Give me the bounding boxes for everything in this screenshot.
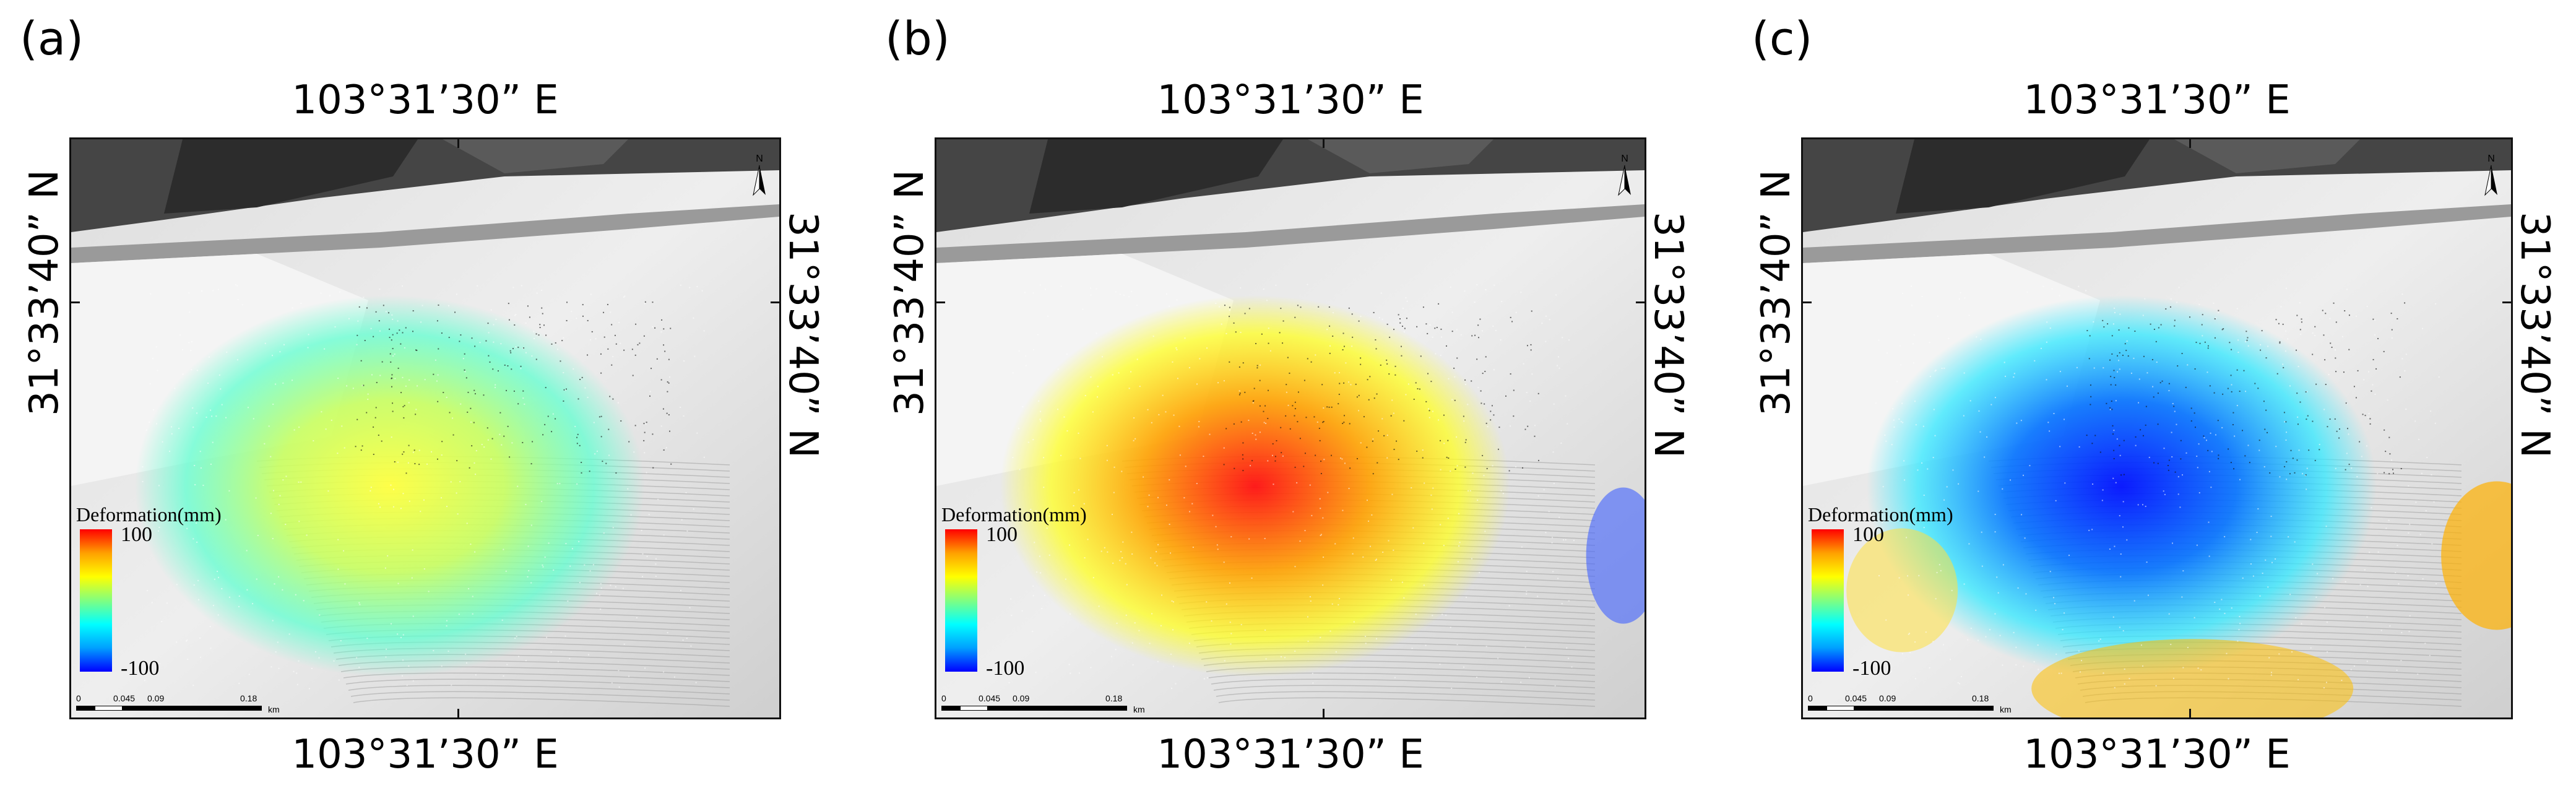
scale-label: 0.18 <box>1972 693 1989 703</box>
longitude-tick <box>2189 139 2191 148</box>
scale-label: km <box>268 704 280 714</box>
north-arrow-icon: N <box>2479 152 2504 201</box>
hillshade-basemap <box>936 139 1645 717</box>
latitude-tick <box>71 301 80 303</box>
latitude-label-right: 31°33’40” N <box>780 212 826 459</box>
latitude-tick <box>1803 301 1812 303</box>
deformation-zone <box>134 295 645 677</box>
scale-segment <box>1882 706 1938 711</box>
hillshade-basemap <box>71 139 779 717</box>
legend-color-ramp <box>945 529 977 672</box>
scale-label: 0.045 <box>113 693 136 703</box>
scale-segment <box>95 706 123 711</box>
deformation-zone <box>1000 295 1510 677</box>
map-frame: N Deformation(mm) 100 -100 0 0.045 0.09 0.18 km <box>69 137 781 719</box>
deformation-zone <box>1866 295 2377 677</box>
scale-segment <box>960 706 988 711</box>
latitude-tick <box>2502 301 2511 303</box>
latitude-tick <box>936 301 945 303</box>
panel-letter: (b) <box>885 12 950 66</box>
panel-letter: (c) <box>1752 12 1813 66</box>
scale-label: 0.09 <box>1879 693 1896 703</box>
scale-label: 0 <box>941 693 946 703</box>
north-arrow-icon: N <box>1612 152 1637 201</box>
north-label: N <box>756 154 763 164</box>
latitude-label-right: 31°33’40” N <box>2512 212 2557 459</box>
scale-label: 0.09 <box>1013 693 1030 703</box>
longitude-label-bottom: 103°31’30” E <box>292 732 559 778</box>
scale-segment <box>1826 706 1854 711</box>
longitude-label-bottom: 103°31’30” E <box>2023 732 2291 778</box>
legend-min-label: -100 <box>1852 657 1891 680</box>
scale-segment <box>76 706 95 711</box>
latitude-label-left: 31°33’40” N <box>1753 169 1799 416</box>
longitude-tick <box>457 709 459 717</box>
panel-c: (c) 103°31’30” E 103°31’30” E 31°33’40” N 31… <box>1752 0 2576 793</box>
scale-bar: 0 0.045 0.09 0.18 km <box>1808 693 2012 717</box>
scale-segment <box>206 706 262 711</box>
longitude-label-bottom: 103°31’30” E <box>1157 732 1424 778</box>
panel-letter: (a) <box>20 12 84 66</box>
longitude-tick <box>1323 709 1325 717</box>
scale-label: 0.045 <box>979 693 1001 703</box>
legend-max-label: 100 <box>121 523 152 546</box>
map-frame: N Deformation(mm) 100 -100 0 0.045 0.09 0.18 km <box>1801 137 2513 719</box>
scale-label: km <box>2000 704 2012 714</box>
deformation-legend: Deformation(mm) 100 -100 <box>941 503 1139 680</box>
legend-color-ramp <box>1812 529 1844 672</box>
scale-label: 0.18 <box>1105 693 1123 703</box>
longitude-tick <box>1323 139 1325 148</box>
latitude-label-right: 31°33’40” N <box>1645 212 1691 459</box>
north-label: N <box>1621 154 1628 164</box>
scale-segment <box>1938 706 1994 711</box>
longitude-label-top: 103°31’30” E <box>292 77 559 123</box>
scale-segment <box>150 706 206 711</box>
deformation-legend: Deformation(mm) 100 -100 <box>1808 503 2006 680</box>
scale-segment <box>988 706 1016 711</box>
legend-min-label: -100 <box>121 657 160 680</box>
latitude-tick <box>771 301 779 303</box>
map-frame: N Deformation(mm) 100 -100 0 0.045 0.09 0.18 km <box>935 137 1646 719</box>
scale-label: 0 <box>76 693 81 703</box>
scale-segment <box>1854 706 1882 711</box>
scale-label: 0.18 <box>240 693 257 703</box>
scale-bar: 0 0.045 0.09 0.18 km <box>76 693 280 717</box>
legend-title: Deformation(mm) <box>941 503 1087 526</box>
panel-b: (b) 103°31’30” E 103°31’30” E 31°33’40” N 31… <box>885 0 1789 793</box>
north-label: N <box>2487 154 2495 164</box>
legend-title: Deformation(mm) <box>1808 503 1953 526</box>
scale-label: km <box>1133 704 1145 714</box>
scale-segment <box>1071 706 1127 711</box>
scale-bar: 0 0.045 0.09 0.18 km <box>941 693 1146 717</box>
latitude-label-left: 31°33’40” N <box>887 169 933 416</box>
latitude-tick <box>1636 301 1645 303</box>
legend-title: Deformation(mm) <box>76 503 222 526</box>
longitude-label-top: 103°31’30” E <box>1157 77 1424 123</box>
deformation-legend: Deformation(mm) 100 -100 <box>76 503 274 680</box>
longitude-tick <box>2189 709 2191 717</box>
longitude-tick <box>457 139 459 148</box>
longitude-label-top: 103°31’30” E <box>2023 77 2291 123</box>
scale-segment <box>941 706 960 711</box>
hillshade-basemap <box>1803 139 2511 717</box>
legend-color-ramp <box>80 529 112 672</box>
scale-segment <box>1808 706 1826 711</box>
scale-label: 0 <box>1808 693 1813 703</box>
scale-label: 0.09 <box>147 693 165 703</box>
north-arrow-icon: N <box>747 152 772 201</box>
latitude-label-left: 31°33’40” N <box>22 169 67 416</box>
legend-min-label: -100 <box>986 657 1025 680</box>
scale-segment <box>1016 706 1071 711</box>
scale-segment <box>123 706 150 711</box>
legend-max-label: 100 <box>1852 523 1884 546</box>
legend-max-label: 100 <box>986 523 1018 546</box>
panel-a: (a) 103°31’30” E 103°31’30” E 31°33’40” N 31… <box>20 0 923 793</box>
scale-label: 0.045 <box>1845 693 1867 703</box>
